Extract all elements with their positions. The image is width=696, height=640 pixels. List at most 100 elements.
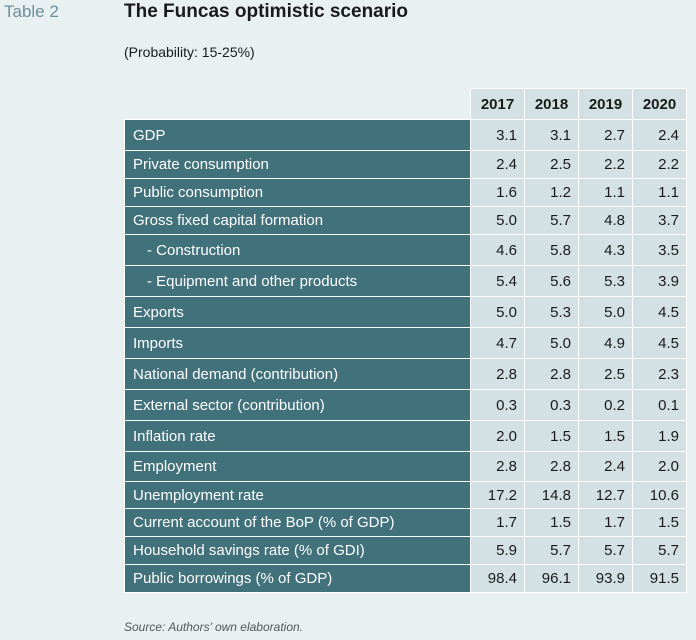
table-row: Public consumption 1.6 1.2 1.1 1.1 — [124, 178, 687, 207]
value-cell: 4.7 — [470, 327, 525, 359]
table-row: Household savings rate (% of GDI) 5.9 5.7 5… — [124, 536, 687, 565]
row-label: Exports — [124, 296, 471, 328]
value-cell: 1.5 — [524, 420, 579, 452]
table-row: Current account of the BoP (% of GDP) 1.7… — [124, 508, 687, 537]
value-cell: 5.0 — [524, 327, 579, 359]
value-cell: 3.1 — [470, 119, 525, 151]
value-cell: 2.8 — [470, 358, 525, 390]
row-label: - Construction — [124, 234, 471, 266]
table-row: Unemployment rate 17.2 14.8 12.7 10.6 — [124, 481, 687, 509]
value-cell: 4.3 — [578, 234, 633, 266]
value-cell: 2.8 — [470, 451, 525, 482]
value-cell: 4.8 — [578, 206, 633, 235]
value-cell: 5.4 — [470, 265, 525, 297]
value-cell: 91.5 — [632, 564, 687, 593]
value-cell: 5.0 — [470, 206, 525, 235]
value-cell: 5.9 — [470, 536, 525, 565]
table-row: Private consumption 2.4 2.5 2.2 2.2 — [124, 150, 687, 179]
value-cell: 98.4 — [470, 564, 525, 593]
value-cell: 3.5 — [632, 234, 687, 266]
value-cell: 5.7 — [578, 536, 633, 565]
value-cell: 1.7 — [470, 508, 525, 537]
value-cell: 2.0 — [470, 420, 525, 452]
source-note: Source: Authors’ own elaboration. — [124, 620, 303, 634]
value-cell: 96.1 — [524, 564, 579, 593]
value-cell: 10.6 — [632, 481, 687, 509]
row-label: Inflation rate — [124, 420, 471, 452]
value-cell: 4.9 — [578, 327, 633, 359]
value-cell: 2.2 — [578, 150, 633, 179]
row-label: Imports — [124, 327, 471, 359]
value-cell: 2.0 — [632, 451, 687, 482]
value-cell: 2.8 — [524, 358, 579, 390]
value-cell: 12.7 — [578, 481, 633, 509]
table-row: Employment 2.8 2.8 2.4 2.0 — [124, 451, 687, 482]
row-label: National demand (contribution) — [124, 358, 471, 390]
table-subtitle: (Probability: 15-25%) — [124, 44, 255, 60]
value-cell: 5.0 — [578, 296, 633, 328]
row-label: Household savings rate (% of GDI) — [124, 536, 471, 565]
row-label: Public consumption — [124, 178, 471, 207]
value-cell: 5.6 — [524, 265, 579, 297]
table-body: GDP 3.1 3.1 2.7 2.4 Private consumption 2.4 2.5… — [124, 119, 687, 593]
value-cell: 2.5 — [524, 150, 579, 179]
value-cell: 5.7 — [632, 536, 687, 565]
year-header: 2020 — [632, 88, 687, 120]
value-cell: 1.2 — [524, 178, 579, 207]
year-header: 2017 — [470, 88, 525, 120]
value-cell: 2.5 — [578, 358, 633, 390]
value-cell: 5.8 — [524, 234, 579, 266]
value-cell: 17.2 — [470, 481, 525, 509]
value-cell: 1.5 — [524, 508, 579, 537]
value-cell: 2.4 — [632, 119, 687, 151]
table-row: External sector (contribution) 0.3 0.3 0.2 0… — [124, 389, 687, 421]
value-cell: 5.3 — [578, 265, 633, 297]
value-cell: 2.8 — [524, 451, 579, 482]
value-cell: 2.3 — [632, 358, 687, 390]
table-row: GDP 3.1 3.1 2.7 2.4 — [124, 119, 687, 151]
table-row: Imports 4.7 5.0 4.9 4.5 — [124, 327, 687, 359]
value-cell: 0.3 — [524, 389, 579, 421]
value-cell: 0.1 — [632, 389, 687, 421]
table-row: Exports 5.0 5.3 5.0 4.5 — [124, 296, 687, 328]
value-cell: 5.7 — [524, 536, 579, 565]
value-cell: 3.7 — [632, 206, 687, 235]
header-blank-cell — [125, 89, 471, 120]
value-cell: 1.1 — [578, 178, 633, 207]
table-row: Gross fixed capital formation 5.0 5.7 4.8 3.… — [124, 206, 687, 235]
value-cell: 1.5 — [578, 420, 633, 452]
value-cell: 4.5 — [632, 327, 687, 359]
table-row: - Construction 4.6 5.8 4.3 3.5 — [124, 234, 687, 266]
value-cell: 1.9 — [632, 420, 687, 452]
value-cell: 2.4 — [578, 451, 633, 482]
table-row: Inflation rate 2.0 1.5 1.5 1.9 — [124, 420, 687, 452]
table-row: - Equipment and other products 5.4 5.6 5.3 3… — [124, 265, 687, 297]
value-cell: 14.8 — [524, 481, 579, 509]
value-cell: 1.1 — [632, 178, 687, 207]
row-label: Private consumption — [124, 150, 471, 179]
header-row: 2017 2018 2019 2020 — [125, 88, 687, 120]
value-cell: 2.4 — [470, 150, 525, 179]
value-cell: 0.2 — [578, 389, 633, 421]
value-cell: 4.5 — [632, 296, 687, 328]
table-row: Public borrowings (% of GDP) 98.4 96.1 93.9… — [124, 564, 687, 593]
row-label: - Equipment and other products — [124, 265, 471, 297]
value-cell: 1.6 — [470, 178, 525, 207]
value-cell: 2.7 — [578, 119, 633, 151]
row-label: Gross fixed capital formation — [124, 206, 471, 235]
value-cell: 5.0 — [470, 296, 525, 328]
row-label: GDP — [124, 119, 471, 151]
value-cell: 3.1 — [524, 119, 579, 151]
row-label: Public borrowings (% of GDP) — [124, 564, 471, 593]
value-cell: 1.7 — [578, 508, 633, 537]
value-cell: 0.3 — [470, 389, 525, 421]
year-header: 2018 — [524, 88, 579, 120]
row-label: Current account of the BoP (% of GDP) — [124, 508, 471, 537]
row-label: Unemployment rate — [124, 481, 471, 509]
table-row: National demand (contribution) 2.8 2.8 2.5 2… — [124, 358, 687, 390]
value-cell: 5.3 — [524, 296, 579, 328]
value-cell: 4.6 — [470, 234, 525, 266]
row-label: Employment — [124, 451, 471, 482]
value-cell: 93.9 — [578, 564, 633, 593]
table-title: The Funcas optimistic scenario — [124, 1, 409, 22]
